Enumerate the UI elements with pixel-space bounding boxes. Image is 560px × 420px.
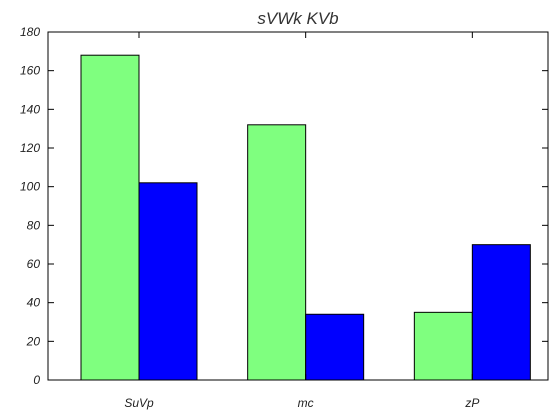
y-tick-label: 0 (33, 373, 40, 387)
y-tick-label: 140 (20, 102, 40, 116)
bar-mc-series-1 (247, 124, 307, 381)
y-tick-label: 40 (27, 296, 41, 310)
bar-zP-series-2 (471, 244, 531, 381)
bar-mc-series-2 (305, 313, 365, 381)
bar-SuVp-series-1 (80, 54, 140, 381)
chart-title: sVWk KVb (257, 9, 338, 28)
y-tick-label: 80 (27, 218, 41, 232)
bar-zP-series-1 (413, 311, 473, 381)
x-tick-label: SuVp (124, 396, 154, 410)
y-tick-label: 120 (20, 141, 40, 155)
bar-SuVp-series-2 (138, 182, 198, 381)
bars-layer (80, 54, 531, 381)
x-tick-label: zP (464, 396, 479, 410)
x-axis: SuVp mc zP (124, 32, 479, 410)
y-tick-label: 180 (20, 25, 40, 39)
y-axis: 0 20 40 60 80 100 120 140 160 180 (20, 25, 548, 387)
plot-frame (47, 31, 549, 381)
y-tick-label: 160 (20, 64, 40, 78)
x-tick-label: mc (298, 396, 314, 410)
y-tick-label: 20 (26, 334, 41, 348)
y-tick-label: 60 (27, 257, 41, 271)
y-tick-label: 100 (20, 180, 40, 194)
